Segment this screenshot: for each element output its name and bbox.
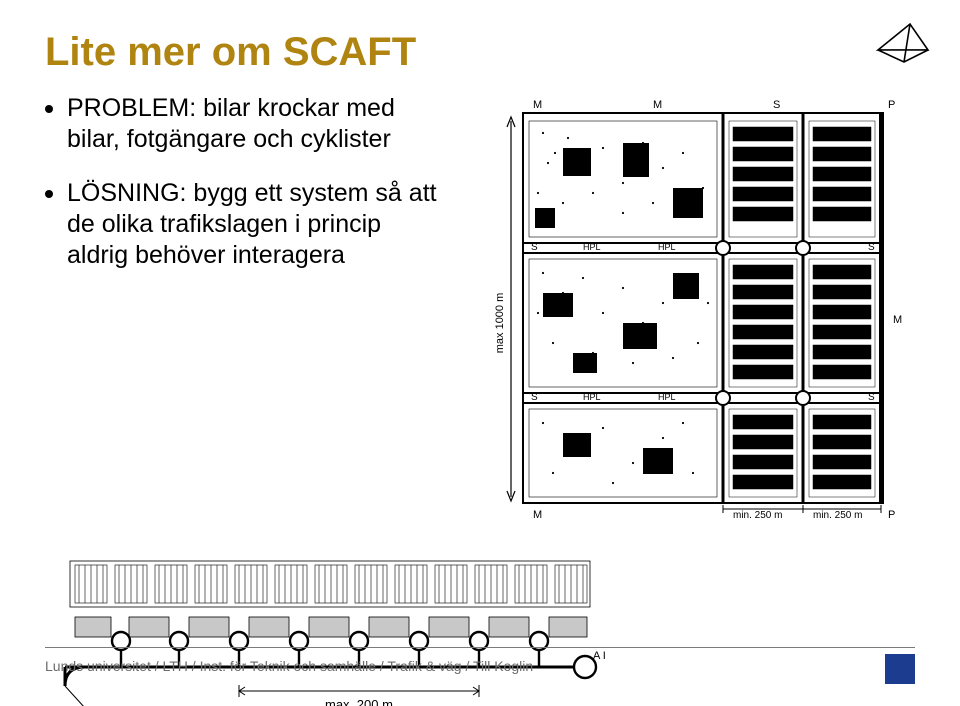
slide-title: Lite mer om SCAFT [45,30,915,75]
d1-lbl: S [531,242,538,253]
bullet-text: PROBLEM: bilar krockar med bilar, fotgän… [67,93,445,156]
d1-lbl: M [653,99,662,111]
svg-text:A I: A I [593,650,605,662]
d1-lbl: M [533,99,542,111]
bullet-item: PROBLEM: bilar krockar med bilar, fotgän… [45,93,445,156]
content-row: PROBLEM: bilar krockar med bilar, fotgän… [45,93,915,523]
d2-dim-label: max. 200 m [325,697,393,706]
d1-lbl: P [888,99,895,111]
bullet-dot-icon [45,190,53,198]
d1-lbl: P [888,509,895,521]
diagram1-container: max 1000 m M M S P S HPL HPL S M S HPL H… [461,93,915,523]
d1-lbl: HPL [658,242,676,252]
d1-yaxis-label: max 1000 m [494,293,506,354]
d1-lbl: S [531,392,538,403]
bottom-square-icon [885,654,915,684]
bullet-dot-icon [45,105,53,113]
d1-lbl: S [868,392,875,403]
text-column: PROBLEM: bilar krockar med bilar, fotgän… [45,93,445,523]
d1-lbl: HPL [583,392,601,402]
bullet-item: LÖSNING: bygg ett system så att de olika… [45,178,445,272]
slide: Lite mer om SCAFT PROBLEM: bilar krockar… [0,0,960,706]
footer-divider [45,647,915,648]
d1-lbl: S [868,242,875,253]
d1-lbl: HPL [583,242,601,252]
d1-lbl: M [533,509,542,521]
corner-logo-icon [874,18,932,69]
scaft-plan-diagram: max 1000 m M M S P S HPL HPL S M S HPL H… [473,93,903,523]
diagram2-container: A I Angöringsgata, typ A I max. 200 m [45,551,915,706]
bullet-text: LÖSNING: bygg ett system så att de olika… [67,178,445,272]
d1-lbl: HPL [658,392,676,402]
d1-lbl: min. 250 m [733,510,782,521]
d1-lbl: min. 250 m [813,510,862,521]
footer-text: Lunds universitet / LTH / Inst. för Tekn… [45,658,533,674]
d1-lbl: M [893,314,902,326]
angoringsgata-diagram: A I Angöringsgata, typ A I max. 200 m [45,551,605,706]
d1-lbl: S [773,99,780,111]
